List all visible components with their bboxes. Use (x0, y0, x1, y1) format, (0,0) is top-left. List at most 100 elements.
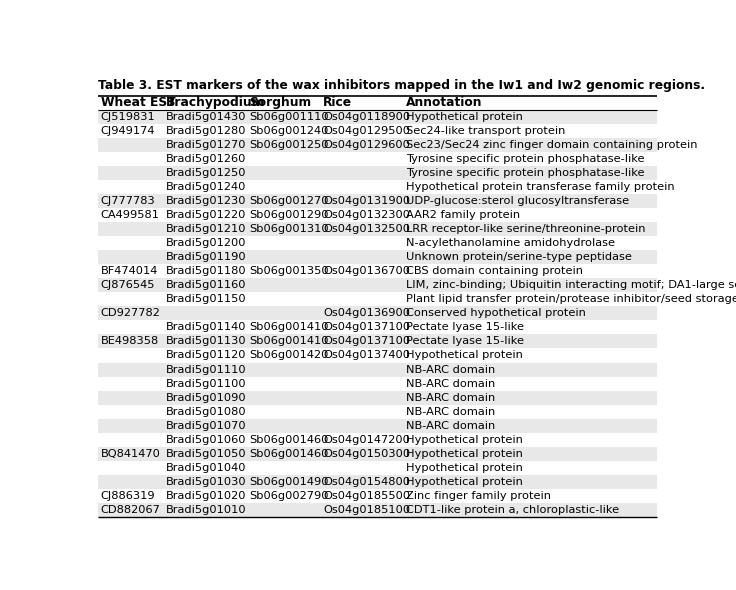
Text: Bradi5g01280: Bradi5g01280 (166, 126, 247, 136)
Text: Os04g0185500: Os04g0185500 (323, 491, 410, 501)
Bar (98, 250, 657, 264)
Text: Bradi5g01080: Bradi5g01080 (166, 407, 247, 417)
Text: Os04g0147200: Os04g0147200 (323, 435, 410, 445)
Text: Sb06g001290: Sb06g001290 (249, 210, 328, 220)
Bar (98, 362, 657, 376)
Text: Tyrosine specific protein phosphatase-like: Tyrosine specific protein phosphatase-li… (406, 154, 644, 164)
Text: Os04g0129600: Os04g0129600 (323, 140, 410, 150)
Bar (98, 124, 657, 138)
Bar (98, 166, 657, 180)
Text: N-acylethanolamine amidohydrolase: N-acylethanolamine amidohydrolase (406, 238, 615, 248)
Text: Table 3. EST markers of the wax inhibitors mapped in the Iw1 and Iw2 genomic reg: Table 3. EST markers of the wax inhibito… (98, 78, 705, 91)
Text: Zinc finger family protein: Zinc finger family protein (406, 491, 551, 501)
Bar (98, 405, 657, 419)
Text: Bradi5g01250: Bradi5g01250 (166, 168, 247, 178)
Text: CJ886319: CJ886319 (101, 491, 155, 501)
Text: Bradi5g01240: Bradi5g01240 (166, 182, 247, 192)
Text: Hypothetical protein transferase family protein: Hypothetical protein transferase family … (406, 182, 674, 192)
Text: Bradi5g01110: Bradi5g01110 (166, 365, 247, 375)
Text: Sb06g001420: Sb06g001420 (249, 350, 328, 360)
Text: Unknown protein/serine-type peptidase: Unknown protein/serine-type peptidase (406, 252, 631, 262)
Text: Os04g0132300: Os04g0132300 (323, 210, 410, 220)
Text: NB-ARC domain: NB-ARC domain (406, 379, 495, 389)
Text: Sb06g001460: Sb06g001460 (249, 435, 328, 445)
Text: LRR receptor-like serine/threonine-protein: LRR receptor-like serine/threonine-prote… (406, 224, 645, 234)
Text: Os04g0129500: Os04g0129500 (323, 126, 410, 136)
Text: CJ949174: CJ949174 (101, 126, 155, 136)
Text: Os04g0137400: Os04g0137400 (323, 350, 410, 360)
Text: Sec23/Sec24 zinc finger domain containing protein: Sec23/Sec24 zinc finger domain containin… (406, 140, 697, 150)
Text: Sb06g002790: Sb06g002790 (249, 491, 328, 501)
Text: UDP-glucose:sterol glucosyltransferase: UDP-glucose:sterol glucosyltransferase (406, 196, 629, 206)
Text: BQ841470: BQ841470 (101, 449, 160, 459)
Text: Bradi5g01270: Bradi5g01270 (166, 140, 247, 150)
Bar (98, 391, 657, 405)
Text: Conserved hypothetical protein: Conserved hypothetical protein (406, 309, 586, 319)
Bar (98, 278, 657, 292)
Bar (98, 152, 657, 166)
Text: Bradi5g01430: Bradi5g01430 (166, 112, 247, 122)
Text: Bradi5g01230: Bradi5g01230 (166, 196, 247, 206)
Bar (98, 96, 657, 110)
Text: Bradi5g01180: Bradi5g01180 (166, 266, 247, 276)
Text: Bradi5g01100: Bradi5g01100 (166, 379, 247, 389)
Text: Sb06g001410: Sb06g001410 (249, 336, 328, 346)
Text: Bradi5g01130: Bradi5g01130 (166, 336, 247, 346)
Text: Os04g0131900: Os04g0131900 (323, 196, 410, 206)
Bar (98, 208, 657, 222)
Bar (98, 306, 657, 320)
Bar (98, 461, 657, 475)
Bar (98, 475, 657, 489)
Text: CD927782: CD927782 (101, 309, 160, 319)
Text: Hypothetical protein: Hypothetical protein (406, 449, 523, 459)
Text: Os04g0132500: Os04g0132500 (323, 224, 410, 234)
Text: Bradi5g01070: Bradi5g01070 (166, 421, 247, 431)
Text: Sb06g001240: Sb06g001240 (249, 126, 328, 136)
Text: NB-ARC domain: NB-ARC domain (406, 392, 495, 402)
Text: Bradi5g01090: Bradi5g01090 (166, 392, 247, 402)
Bar (98, 236, 657, 250)
Text: Bradi5g01060: Bradi5g01060 (166, 435, 247, 445)
Text: Hypothetical protein: Hypothetical protein (406, 477, 523, 487)
Bar (98, 419, 657, 432)
Bar (98, 138, 657, 152)
Text: CJ876545: CJ876545 (101, 280, 155, 290)
Text: Tyrosine specific protein phosphatase-like: Tyrosine specific protein phosphatase-li… (406, 168, 644, 178)
Text: Os04g0154800: Os04g0154800 (323, 477, 410, 487)
Bar (98, 180, 657, 194)
Bar (98, 292, 657, 306)
Text: Sorghum: Sorghum (249, 96, 311, 109)
Text: Brachypodium: Brachypodium (166, 96, 266, 109)
Text: CD882067: CD882067 (101, 505, 160, 515)
Text: Sb06g001110: Sb06g001110 (249, 112, 328, 122)
Text: Sb06g001250: Sb06g001250 (249, 140, 328, 150)
Text: Annotation: Annotation (406, 96, 482, 109)
Text: Bradi5g01160: Bradi5g01160 (166, 280, 247, 290)
Text: Bradi5g01260: Bradi5g01260 (166, 154, 247, 164)
Text: Bradi5g01020: Bradi5g01020 (166, 491, 247, 501)
Bar (98, 447, 657, 461)
Text: Sb06g001270: Sb06g001270 (249, 196, 328, 206)
Text: NB-ARC domain: NB-ARC domain (406, 407, 495, 417)
Text: Bradi5g01220: Bradi5g01220 (166, 210, 247, 220)
Text: Os04g0136900: Os04g0136900 (323, 309, 410, 319)
Text: Os04g0137100: Os04g0137100 (323, 322, 410, 332)
Text: Bradi5g01190: Bradi5g01190 (166, 252, 247, 262)
Text: CA499581: CA499581 (101, 210, 160, 220)
Text: Wheat EST: Wheat EST (101, 96, 175, 109)
Text: Sec24-like transport protein: Sec24-like transport protein (406, 126, 565, 136)
Bar (98, 194, 657, 208)
Bar (98, 489, 657, 503)
Bar (98, 349, 657, 362)
Text: Plant lipid transfer protein/protease inhibitor/seed storage: Plant lipid transfer protein/protease in… (406, 294, 736, 304)
Text: Os04g0137100: Os04g0137100 (323, 336, 410, 346)
Text: AAR2 family protein: AAR2 family protein (406, 210, 520, 220)
Text: Bradi5g01140: Bradi5g01140 (166, 322, 247, 332)
Text: Os04g0185100: Os04g0185100 (323, 505, 410, 515)
Text: Bradi5g01200: Bradi5g01200 (166, 238, 247, 248)
Text: CJ519831: CJ519831 (101, 112, 155, 122)
Text: Os04g0118900: Os04g0118900 (323, 112, 410, 122)
Bar (98, 110, 657, 124)
Text: Hypothetical protein: Hypothetical protein (406, 435, 523, 445)
Text: Hypothetical protein: Hypothetical protein (406, 112, 523, 122)
